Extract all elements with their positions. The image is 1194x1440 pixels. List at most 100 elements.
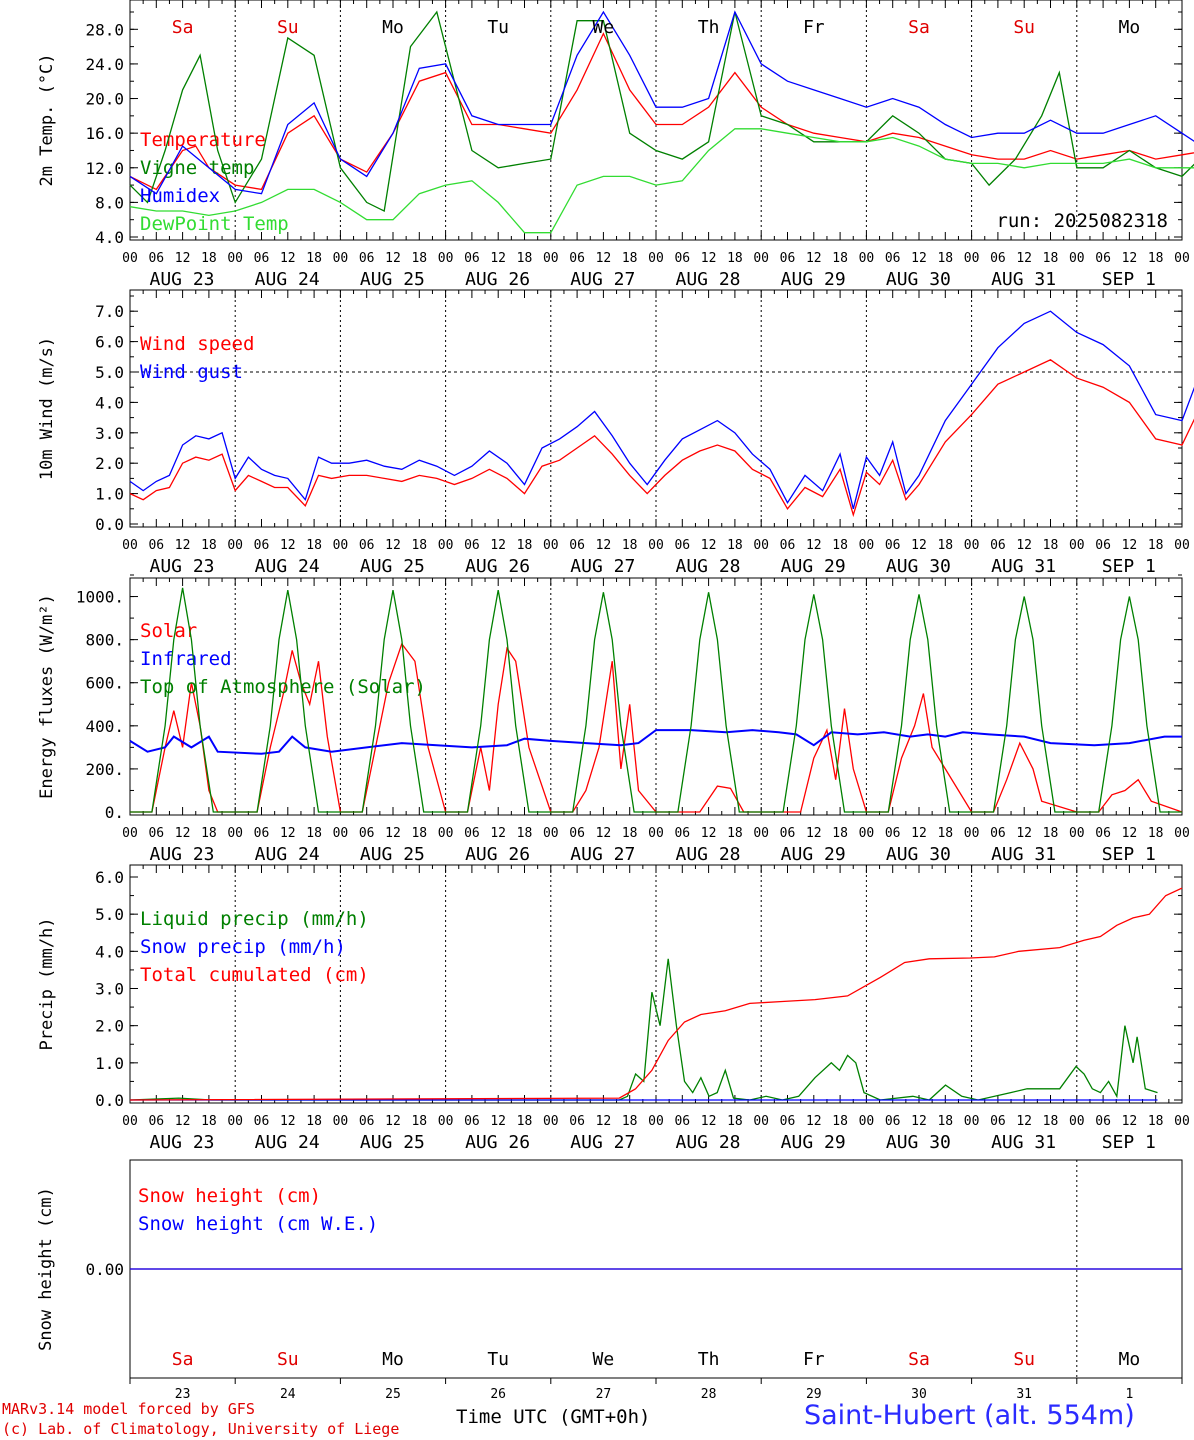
hour-label: 12 (596, 826, 612, 841)
hour-label: 06 (674, 538, 690, 553)
hour-label: 06 (1095, 251, 1111, 266)
date-label: AUG 31 (991, 1132, 1056, 1153)
legend-solar: Solar (140, 620, 197, 642)
hour-label: 18 (306, 1114, 322, 1129)
hour-label: 12 (175, 538, 191, 553)
hour-label: 18 (622, 1114, 638, 1129)
date-label: AUG 27 (570, 844, 635, 865)
hour-label: 06 (254, 1114, 270, 1129)
hour-label: 00 (753, 826, 769, 841)
hour-label: 00 (648, 251, 664, 266)
date-label: AUG 28 (675, 1132, 740, 1153)
date-label: AUG 30 (886, 269, 951, 290)
hour-label: 00 (1174, 538, 1190, 553)
hour-label: 06 (148, 826, 164, 841)
hour-label: 18 (411, 1114, 427, 1129)
date-label: AUG 23 (149, 269, 214, 290)
hour-label: 18 (517, 251, 533, 266)
weekday-label: Th (698, 17, 720, 38)
date-label: AUG 28 (675, 556, 740, 577)
hour-label: 12 (701, 538, 717, 553)
hour-label: 06 (1095, 826, 1111, 841)
hour-label: 00 (1069, 826, 1085, 841)
hour-label: 18 (1148, 251, 1164, 266)
date-label: AUG 25 (360, 269, 425, 290)
hour-label: 00 (1174, 826, 1190, 841)
hour-label: 06 (148, 538, 164, 553)
day-number: 30 (911, 1387, 927, 1402)
hour-label: 06 (569, 251, 585, 266)
energy-panel-ylabel: Energy fluxes (W/m²) (37, 594, 57, 799)
hour-label: 00 (859, 1114, 875, 1129)
hour-label: 06 (1095, 1114, 1111, 1129)
y-tick-label: 8.0 (95, 193, 124, 212)
weekday-label: Tu (487, 17, 509, 38)
hour-label: 18 (727, 1114, 743, 1129)
wind-panel-ylabel: 10m Wind (m/s) (37, 337, 57, 480)
hour-label: 18 (201, 251, 217, 266)
hour-label: 06 (148, 251, 164, 266)
day-number: 29 (806, 1387, 822, 1402)
y-tick-label: 0.0 (95, 515, 124, 534)
legend-top-of-atmosphere-solar-: Top of Atmosphere (Solar) (140, 676, 426, 698)
hour-label: 12 (596, 1114, 612, 1129)
date-label: AUG 26 (465, 1132, 530, 1153)
footer-model: MARv3.14 model forced by GFS (2, 1400, 255, 1418)
hour-label: 00 (753, 251, 769, 266)
hour-label: 06 (569, 538, 585, 553)
hour-label: 06 (990, 538, 1006, 553)
y-tick-label: 4.0 (95, 228, 124, 247)
y-tick-label: 3.0 (95, 424, 124, 443)
day-number: 25 (385, 1387, 401, 1402)
date-label: AUG 31 (991, 556, 1056, 577)
series-line-humidex (129, 10, 1194, 195)
y-tick-label: 4.0 (95, 942, 124, 961)
hour-label: 06 (990, 1114, 1006, 1129)
hour-label: 18 (622, 538, 638, 553)
hour-label: 18 (937, 538, 953, 553)
hour-label: 12 (1122, 251, 1138, 266)
hour-label: 00 (648, 826, 664, 841)
hour-label: 00 (122, 251, 138, 266)
hour-label: 18 (1043, 826, 1059, 841)
hour-label: 12 (701, 251, 717, 266)
legend-dewpoint-temp: DewPoint Temp (140, 213, 289, 235)
hour-label: 06 (359, 1114, 375, 1129)
hour-label: 12 (806, 826, 822, 841)
hour-label: 18 (622, 826, 638, 841)
series-line-temperature (129, 32, 1194, 191)
weekday-label-bottom: Su (277, 1349, 299, 1370)
hour-label: 06 (674, 251, 690, 266)
hour-label: 18 (1043, 538, 1059, 553)
weekday-label-bottom: Tu (487, 1349, 509, 1370)
series-line-top-of-atmosphere-solar- (130, 587, 1182, 813)
y-tick-label: 7.0 (95, 302, 124, 321)
series-line-wind-speed (129, 359, 1194, 518)
y-tick-label: 0. (105, 803, 124, 822)
hour-label: 12 (1122, 1114, 1138, 1129)
y-tick-label: 3.0 (95, 980, 124, 999)
hour-label: 00 (1174, 251, 1190, 266)
y-tick-label: 2.0 (95, 1017, 124, 1036)
hour-label: 06 (359, 251, 375, 266)
hour-label: 06 (464, 1114, 480, 1129)
hour-label: 00 (227, 538, 243, 553)
hour-label: 00 (753, 538, 769, 553)
hour-label: 06 (674, 1114, 690, 1129)
legend-infrared: Infrared (140, 648, 232, 670)
date-label: AUG 28 (675, 269, 740, 290)
y-tick-label: 1.0 (95, 485, 124, 504)
hour-label: 18 (201, 538, 217, 553)
day-number: 26 (490, 1387, 506, 1402)
snow-panel-ylabel: Snow height (cm) (36, 1187, 56, 1351)
hour-label: 12 (911, 251, 927, 266)
weekday-label: We (593, 17, 615, 38)
date-label: SEP 1 (1102, 269, 1156, 290)
hour-label: 18 (517, 1114, 533, 1129)
hour-label: 12 (280, 1114, 296, 1129)
hour-label: 06 (464, 538, 480, 553)
date-label: AUG 27 (570, 1132, 635, 1153)
hour-label: 06 (780, 1114, 796, 1129)
hour-label: 18 (832, 251, 848, 266)
hour-label: 12 (385, 826, 401, 841)
